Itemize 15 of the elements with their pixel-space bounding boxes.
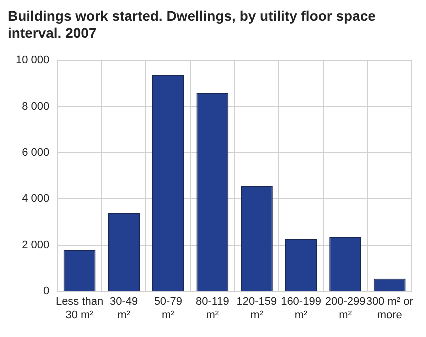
x-tick-label: 160-199 m²: [281, 296, 322, 322]
chart-title: Buildings work started. Dwellings, by utility floor space interval. 2007: [8, 8, 377, 42]
y-tick-label: 4 000: [22, 193, 50, 206]
x-tick-label: 120-159 m²: [236, 296, 278, 322]
y-tick-label: 10 000: [16, 54, 50, 67]
x-tick-label: 80-119 m²: [196, 296, 230, 322]
x-tick-label: Less than 30 m²: [56, 296, 104, 322]
x-tick-label: 200-299 m²: [325, 296, 366, 322]
y-tick-label: 2 000: [22, 239, 50, 252]
x-tick-label: 30-49 m²: [110, 296, 138, 322]
x-tick-label: 50-79 m²: [154, 296, 182, 322]
x-tick-label: 300 m² or more: [366, 296, 414, 322]
y-tick-label: 0: [44, 286, 50, 298]
y-tick-label: 8 000: [22, 100, 50, 113]
y-tick-label: 6 000: [22, 147, 50, 160]
